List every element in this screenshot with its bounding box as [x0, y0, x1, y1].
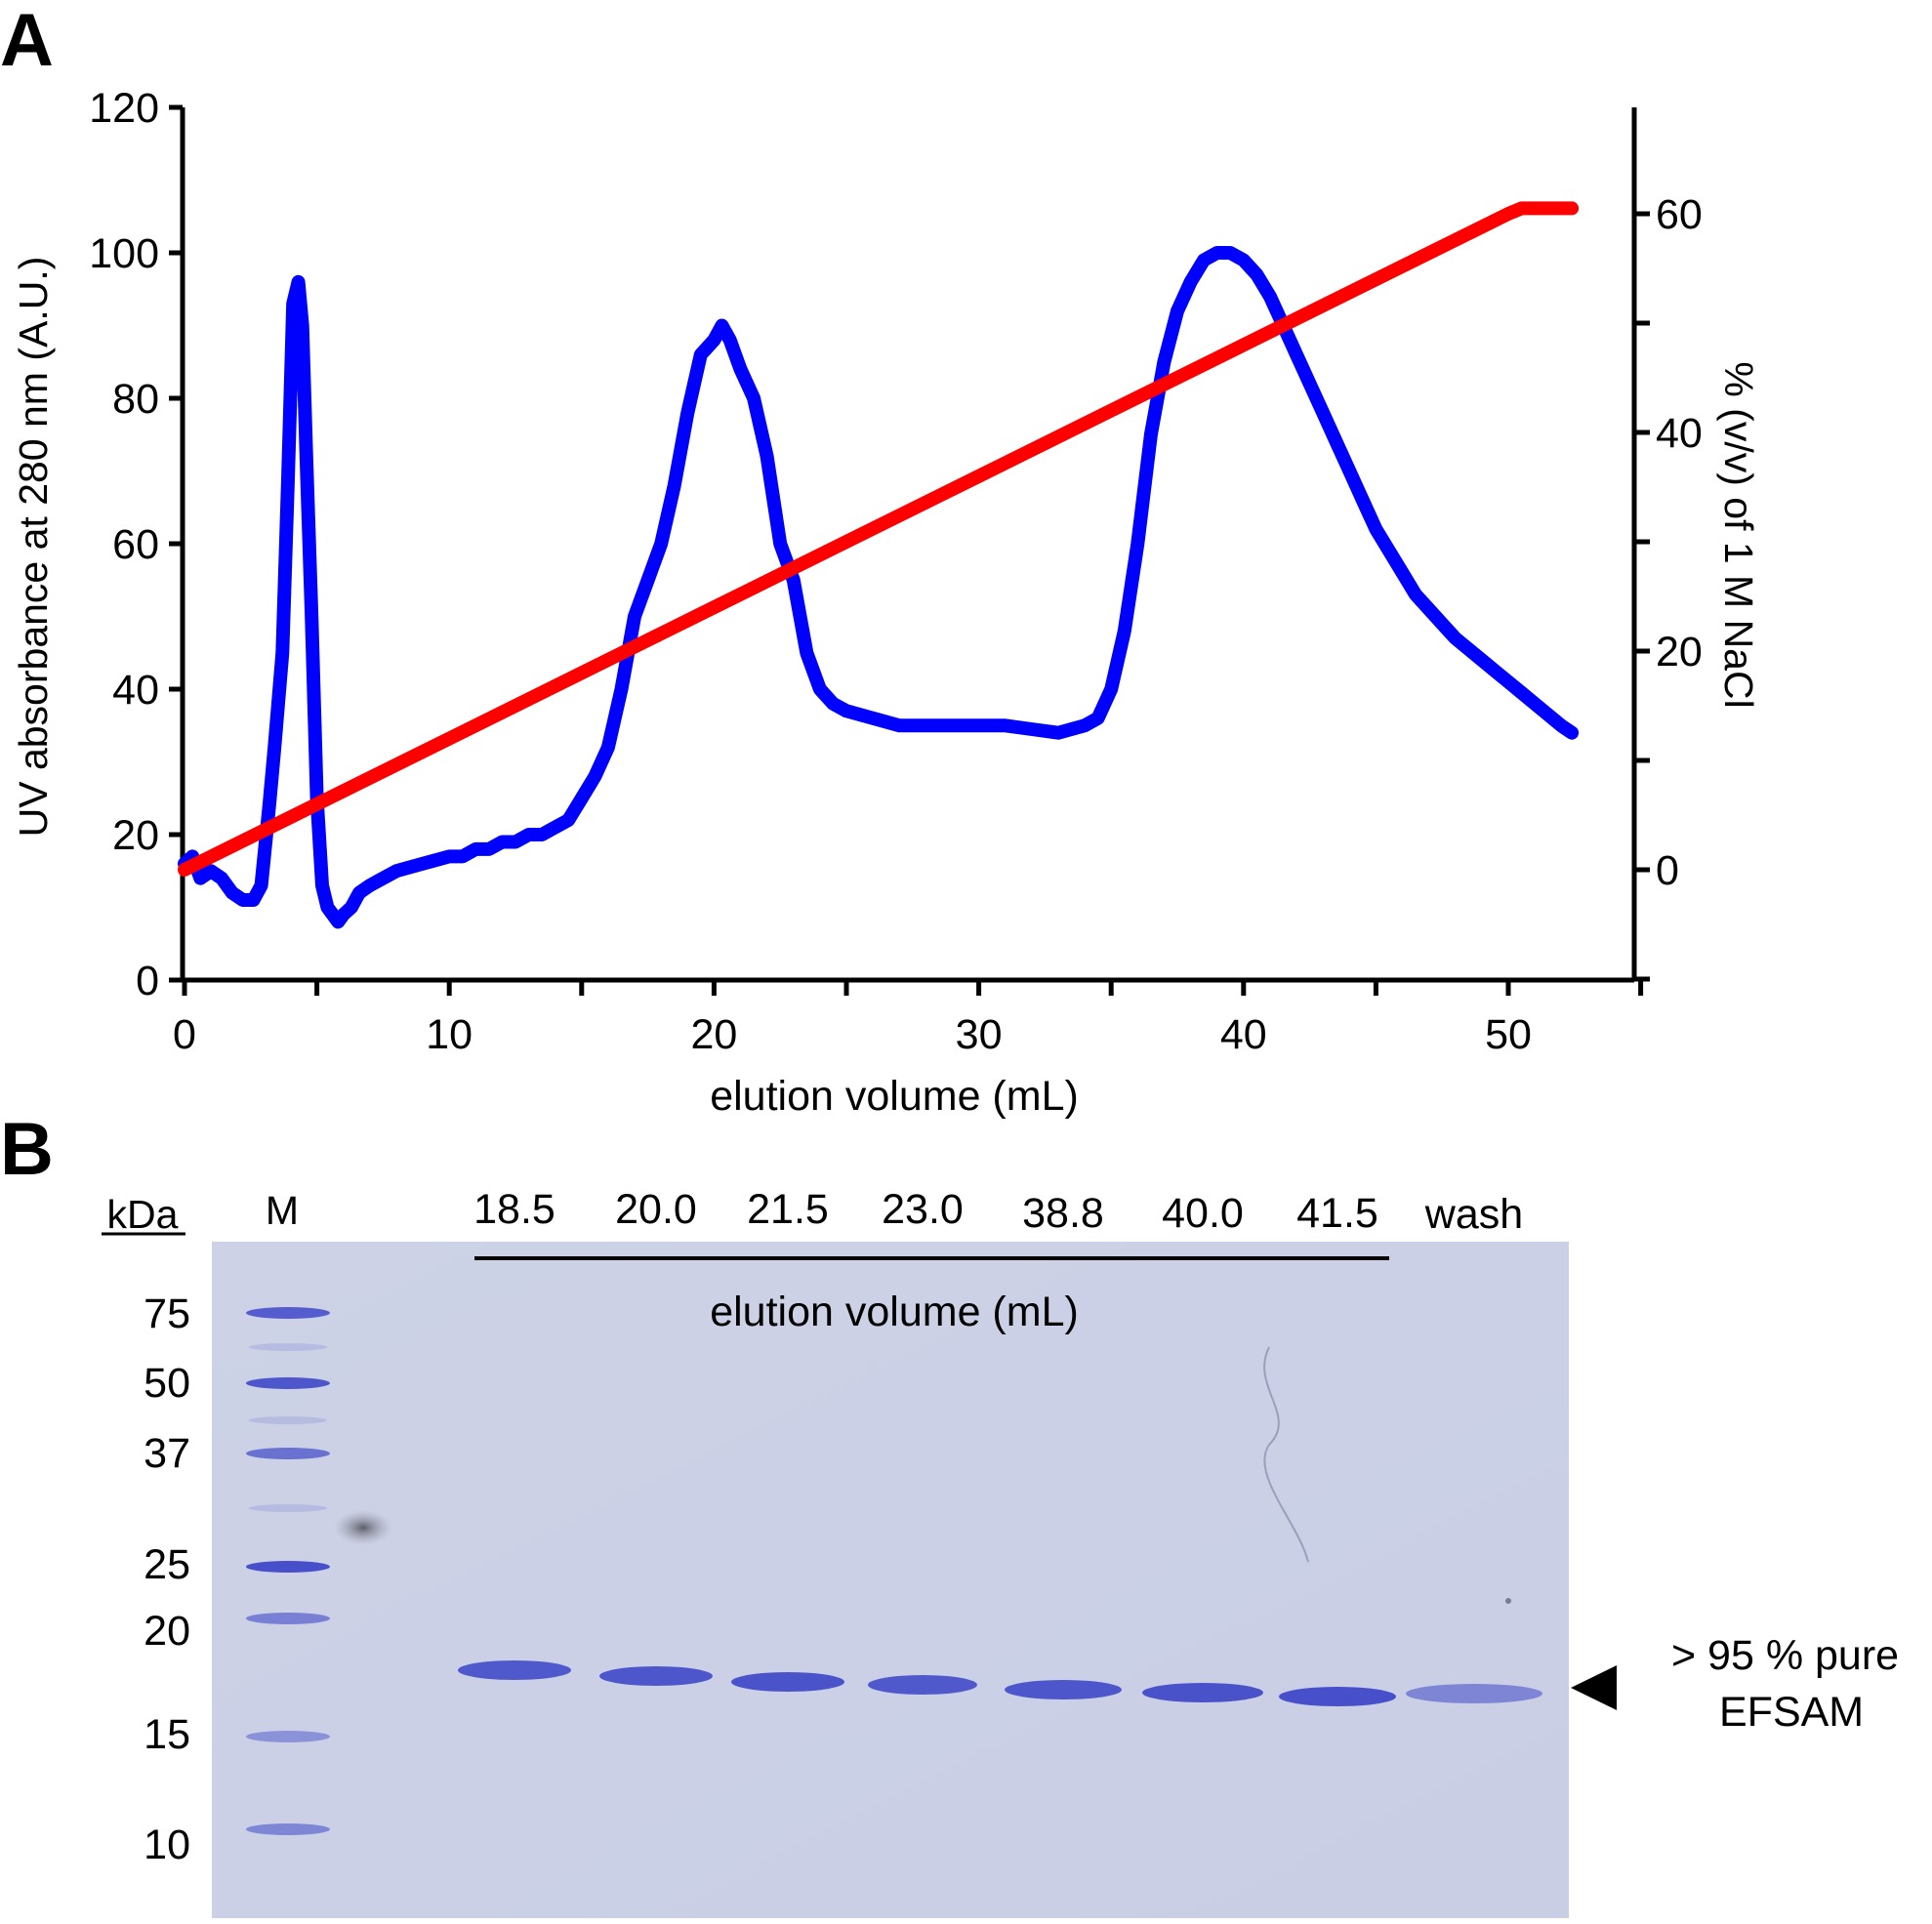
- x-tick-label: 50: [1485, 1011, 1532, 1058]
- chart-a: 0 20 40 60 80 100 120 0 10 20 30 40 50 0 20 40 60 elutio…: [11, 85, 1761, 1120]
- y-tick-label: 40: [112, 667, 159, 714]
- elution-bracket-label: elution volume (mL): [710, 1289, 1079, 1335]
- y2-tick-label: 40: [1656, 410, 1703, 457]
- y2-axis-label: % (v/v) of 1 M NaCl: [1716, 361, 1761, 708]
- y-tick-label: 0: [136, 958, 159, 1004]
- marker-size-label: 10: [144, 1822, 190, 1868]
- y-tick-label: 120: [89, 85, 159, 132]
- marker-band-faint: [249, 1504, 327, 1512]
- sample-bands: [458, 1660, 1542, 1706]
- sample-band: [1279, 1687, 1396, 1706]
- nacl-gradient-line: [178, 201, 1580, 877]
- gel-fiber: [1263, 1346, 1309, 1563]
- sample-band: [868, 1675, 977, 1695]
- y-tick-label: 80: [112, 376, 159, 423]
- x-tick-label: 40: [1220, 1011, 1267, 1058]
- lane-label: 41.5: [1296, 1190, 1378, 1237]
- chart-series: [178, 201, 1580, 929]
- panel-b-letter: B: [0, 1108, 54, 1191]
- lane-labels: 18.5 20.0 21.5 23.0 38.8 40.0 41.5 wash: [473, 1186, 1523, 1238]
- lane-label: 38.8: [1022, 1190, 1104, 1237]
- y2-tick-label: 20: [1656, 629, 1703, 675]
- lane-label: 20.0: [615, 1186, 697, 1233]
- marker-band-faint: [249, 1343, 327, 1351]
- y-tick-label: 60: [112, 521, 159, 568]
- purity-annotation-line1: > 95 % pure: [1671, 1632, 1899, 1679]
- lane-label: 21.5: [747, 1186, 829, 1233]
- marker-labels: 75 50 37 25 20 15 10: [144, 1290, 190, 1868]
- sample-band: [1142, 1683, 1263, 1702]
- lane-label: wash: [1424, 1191, 1523, 1238]
- marker-band: [246, 1823, 330, 1835]
- band-pointer-arrow: [1571, 1665, 1617, 1710]
- panel-a-letter: A: [0, 0, 54, 82]
- marker-header: M: [266, 1188, 299, 1233]
- marker-size-label: 20: [144, 1608, 190, 1655]
- x-axis-label: elution volume (mL): [710, 1073, 1079, 1120]
- kda-header: kDa: [107, 1192, 179, 1237]
- x-tick-label: 20: [690, 1011, 737, 1058]
- x-tick-label: 0: [173, 1011, 196, 1058]
- gel-dot: [1505, 1598, 1511, 1604]
- y-axis-label: UV absorbance at 280 nm (A.U.): [11, 257, 56, 838]
- marker-band: [246, 1613, 330, 1624]
- marker-band: [246, 1377, 330, 1389]
- sample-band: [731, 1672, 844, 1692]
- lane-label: 40.0: [1162, 1190, 1244, 1237]
- marker-band-faint: [249, 1416, 327, 1424]
- marker-band: [246, 1731, 330, 1742]
- sample-band: [458, 1660, 571, 1680]
- marker-size-label: 75: [144, 1290, 190, 1337]
- y-tick-label: 100: [89, 230, 159, 277]
- y-tick-label: 20: [112, 812, 159, 859]
- uv-absorbance-line: [178, 246, 1580, 929]
- sample-band: [1406, 1684, 1542, 1703]
- gel-background: [212, 1242, 1569, 1918]
- marker-band: [246, 1448, 330, 1459]
- sample-band: [1005, 1680, 1122, 1699]
- marker-size-label: 25: [144, 1541, 190, 1588]
- lane-label: 23.0: [882, 1186, 964, 1233]
- sample-band: [599, 1666, 713, 1686]
- y2-tick-label: 0: [1656, 847, 1679, 894]
- chart-axes: 0 20 40 60 80 100 120 0 10 20 30 40 50 0 20 40 60: [89, 85, 1703, 1058]
- lane-label: 18.5: [473, 1186, 555, 1233]
- gel-speck: [334, 1510, 392, 1545]
- gel-panel: elution volume (mL) kDa M 18.5 20.0 21.5 23…: [102, 1186, 1899, 1918]
- marker-band: [246, 1561, 330, 1573]
- marker-size-label: 50: [144, 1360, 190, 1407]
- marker-size-label: 15: [144, 1711, 190, 1758]
- marker-size-label: 37: [144, 1430, 190, 1477]
- purity-annotation-line2: EFSAM: [1719, 1689, 1864, 1736]
- x-tick-label: 10: [426, 1011, 473, 1058]
- marker-band: [246, 1307, 330, 1319]
- x-tick-label: 30: [956, 1011, 1003, 1058]
- y2-tick-label: 60: [1656, 191, 1703, 238]
- marker-lane: [246, 1307, 330, 1835]
